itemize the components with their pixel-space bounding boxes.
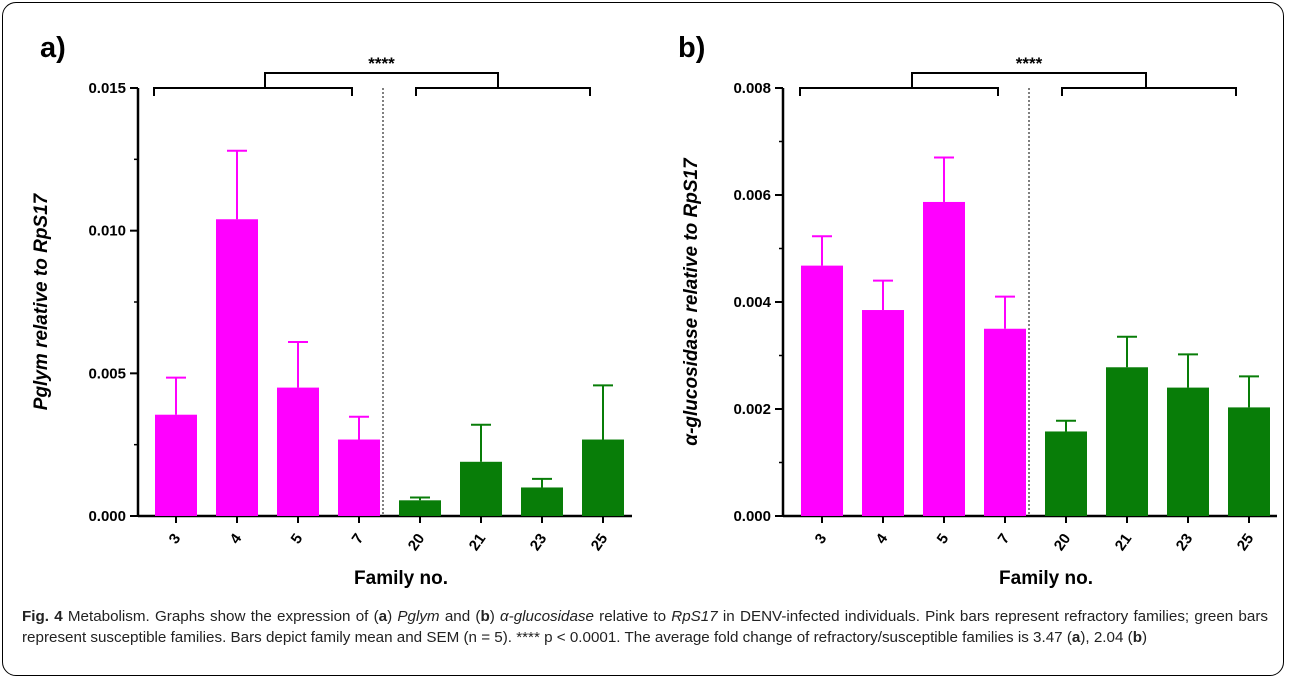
panel-label: b)	[678, 32, 705, 64]
bar	[801, 265, 843, 516]
bracket-comparison	[264, 72, 499, 88]
x-tick-label: 21	[466, 531, 489, 554]
x-tick-label: 25	[588, 531, 611, 554]
x-tick-label: 23	[527, 531, 550, 554]
caption-fig-label: Fig. 4	[22, 608, 63, 625]
y-axis-title: Pglym relative to RpS17	[31, 192, 52, 410]
caption-text: )	[489, 608, 501, 625]
bracket-susceptible	[415, 87, 591, 96]
y-tick-label: 0.005	[88, 365, 126, 382]
caption-ref-a: a	[1071, 629, 1081, 646]
caption-ref-gene: RpS17	[671, 608, 718, 625]
x-tick-label: 5	[934, 531, 953, 548]
bar	[1045, 431, 1087, 516]
x-tick-label: 4	[227, 530, 246, 547]
bar	[1228, 407, 1270, 516]
bar	[1167, 387, 1209, 516]
y-axis-title: α-glucosidase relative to RpS17	[681, 157, 702, 446]
caption-text: )	[1141, 629, 1148, 646]
panel-label: a)	[40, 32, 66, 64]
y-tick-label: 0.010	[88, 223, 126, 240]
caption-text: ), 2.04 (	[1080, 629, 1133, 646]
x-tick-label: 20	[405, 531, 428, 554]
y-tick-label: 0.002	[733, 401, 771, 418]
x-tick-label: 7	[995, 531, 1014, 548]
figure-caption: Fig. 4 Metabolism. Graphs show the expre…	[22, 606, 1268, 648]
x-tick-label: 3	[812, 531, 831, 548]
bar	[338, 439, 380, 516]
figure-charts: a) 0.000 0.005 0.010 0.015 Pglym relative to …	[31, 32, 1277, 589]
x-axis-title: Family no.	[354, 568, 448, 589]
x-tick-label: 20	[1051, 531, 1074, 554]
x-tick-label: 4	[873, 530, 892, 547]
bar	[984, 328, 1026, 516]
bar	[1106, 367, 1148, 516]
caption-text: relative to	[593, 608, 672, 625]
panel-b: b) 0.000 0.002 0.004 0.006 0.008 α-glucosidase…	[678, 32, 1277, 589]
bracket-refractory	[153, 87, 353, 96]
bar	[460, 461, 502, 516]
x-tick-label: 23	[1173, 531, 1196, 554]
caption-text: and (	[439, 608, 481, 625]
y-tick-label: 0.006	[733, 187, 771, 204]
panel-a: a) 0.000 0.005 0.010 0.015 Pglym relative to …	[31, 32, 632, 589]
bar	[155, 414, 197, 516]
x-tick-label: 25	[1234, 531, 1257, 554]
y-tick-label: 0.004	[733, 294, 771, 311]
caption-ref-a: a	[378, 608, 388, 625]
significance-label: ****	[368, 54, 395, 73]
caption-text: in DENV-infected individuals. Pink bars …	[22, 608, 1268, 646]
bar	[923, 201, 965, 516]
y-tick-label: 0.000	[733, 508, 771, 525]
bar	[862, 310, 904, 516]
x-tick-label: 21	[1112, 531, 1135, 554]
x-tick-label: 7	[349, 531, 368, 548]
bar	[399, 500, 441, 516]
caption-ref-b: b	[480, 608, 490, 625]
y-tick-label: 0.015	[88, 80, 126, 97]
caption-ref-b: b	[1132, 629, 1142, 646]
significance-label: ****	[1016, 54, 1043, 73]
bar	[582, 439, 624, 516]
bracket-comparison	[911, 72, 1147, 88]
bar	[216, 219, 258, 516]
x-axis-title: Family no.	[999, 568, 1093, 589]
x-tick-label: 5	[288, 531, 307, 548]
bar	[521, 487, 563, 516]
y-tick-label: 0.008	[733, 80, 771, 97]
caption-text: )	[387, 608, 398, 625]
bar	[277, 387, 319, 516]
bracket-refractory	[799, 87, 999, 96]
caption-gene-b: α-glucosidase	[500, 608, 594, 625]
caption-gene-a: Pglym	[397, 608, 440, 625]
x-tick-label: 3	[166, 531, 185, 548]
y-tick-label: 0.000	[88, 508, 126, 525]
bracket-susceptible	[1061, 87, 1237, 96]
caption-text: Metabolism. Graphs show the expression o…	[62, 608, 379, 625]
